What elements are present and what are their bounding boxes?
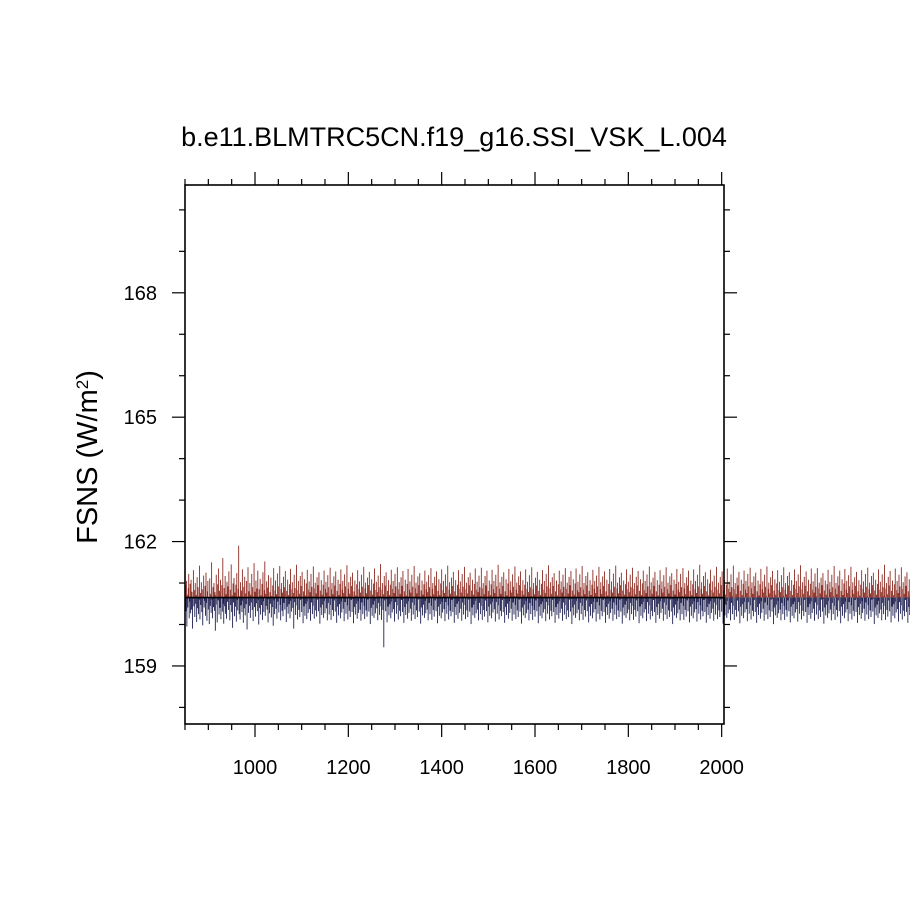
plot-frame	[184, 184, 725, 725]
y-axis-label: FSNS (W/m2)	[72, 370, 104, 544]
x-tick-label: 2000	[699, 757, 744, 779]
y-tick-label: 159	[124, 656, 157, 678]
x-tick-label: 1600	[513, 757, 558, 779]
x-tick-label: 1200	[326, 757, 371, 779]
y-axis-label-main: FSNS (W/m	[72, 389, 104, 544]
axis-ticks	[172, 172, 737, 737]
y-axis-label-superscript: 2	[73, 380, 92, 389]
data-bars	[185, 545, 910, 648]
x-tick-label: 1000	[233, 757, 278, 779]
y-tick-label: 168	[124, 283, 157, 305]
chart-title: b.e11.BLMTRC5CN.f19_g16.SSI_VSK_L.004	[181, 122, 727, 152]
y-tick-labels: 159 162 165 168	[124, 283, 157, 678]
y-tick-label: 165	[124, 407, 157, 429]
y-axis-label-close: )	[72, 370, 104, 380]
x-tick-label: 1800	[606, 757, 651, 779]
x-tick-labels: 1000 1200 1400 1600 1800 2000	[233, 757, 744, 779]
y-tick-label: 162	[124, 532, 157, 554]
x-tick-label: 1400	[419, 757, 464, 779]
